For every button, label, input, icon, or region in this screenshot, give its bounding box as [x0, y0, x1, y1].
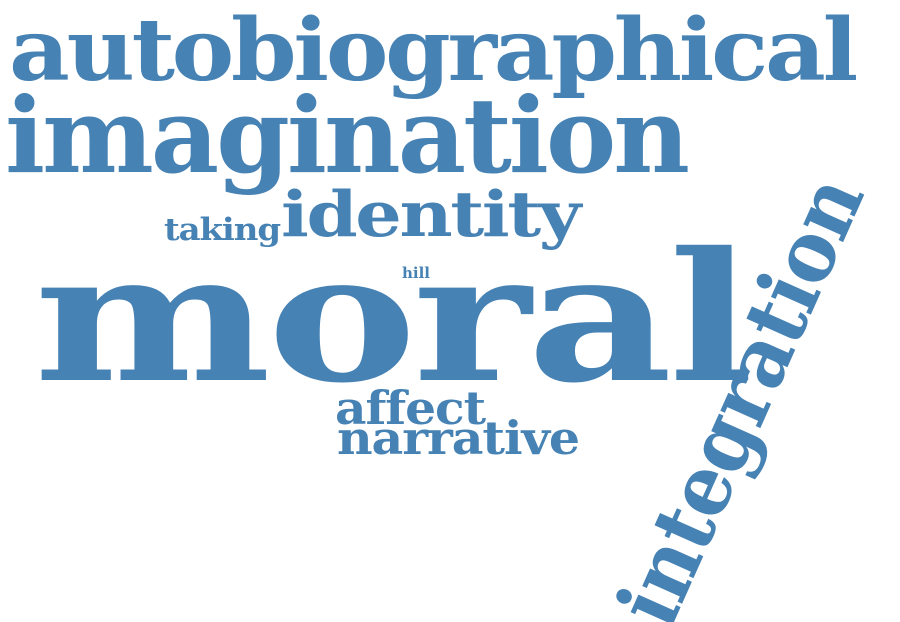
word-identity: identity: [281, 177, 584, 251]
word-affect: affect: [335, 381, 487, 435]
word-narrative: narrative: [337, 411, 579, 465]
word-taking: taking: [164, 212, 280, 248]
word-imagination: imagination: [5, 74, 688, 197]
word-hill: hill: [402, 264, 430, 282]
word-autobiographical: autobiographical: [9, 0, 856, 101]
word-moral: moral: [34, 213, 750, 422]
